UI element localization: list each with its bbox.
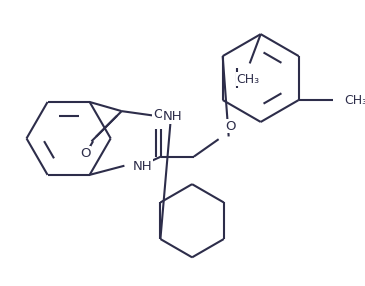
Text: NH: NH [132,160,152,173]
Text: O: O [153,108,164,121]
Text: O: O [80,147,90,160]
Text: NH: NH [163,110,182,123]
Text: CH₃: CH₃ [345,94,365,106]
Text: O: O [225,120,235,133]
Text: CH₃: CH₃ [236,73,260,86]
